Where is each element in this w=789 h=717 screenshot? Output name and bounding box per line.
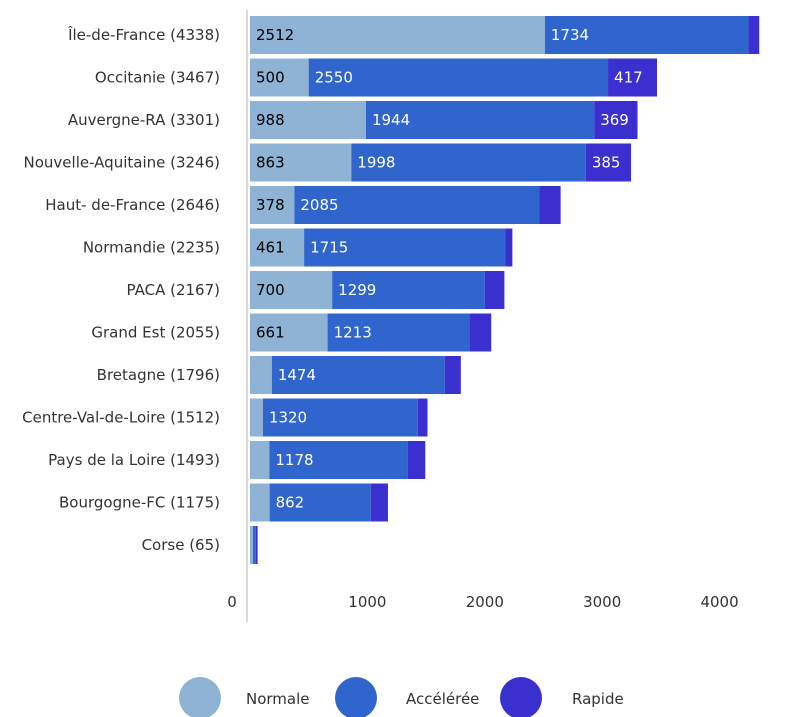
bar-normale [250, 398, 263, 437]
bar-normale [250, 271, 333, 309]
bar-acc-l-r-e [294, 186, 540, 224]
bar-rapide [608, 58, 657, 97]
bar-acc-l-r-e [304, 228, 506, 267]
category-label: PACA (2167) [127, 281, 220, 299]
category-label: Grand Est (2055) [91, 324, 220, 342]
category-label: Centre-Val-de-Loire (1512) [22, 409, 220, 427]
bar-normale [250, 228, 305, 267]
data-label-normale: 500 [256, 69, 285, 87]
category-label: Île-de-France (4338) [67, 25, 220, 44]
category-label: Bourgogne-FC (1175) [59, 494, 220, 512]
category-label: Pays de la Loire (1493) [48, 451, 220, 469]
data-label-normale: 863 [256, 154, 285, 172]
data-label-acc-l-r-e: 1320 [269, 409, 307, 427]
bar-normale [250, 101, 366, 139]
x-tick-label: 0 [227, 593, 237, 611]
bar-normale [250, 441, 270, 479]
bar-acc-l-r-e [252, 526, 256, 564]
category-label: Normandie (2235) [83, 239, 220, 257]
data-label-acc-l-r-e: 1715 [310, 239, 348, 257]
bar-normale [250, 483, 270, 522]
legend-label-acc-l-r-e: Accélérée [406, 690, 479, 708]
legend-swatch-normale [179, 677, 221, 717]
category-label: Haut- de-France (2646) [45, 196, 220, 214]
category-label: Corse (65) [142, 536, 220, 554]
legend-label-normale: Normale [246, 690, 310, 708]
bar-rapide [539, 186, 561, 224]
bar-acc-l-r-e [269, 441, 408, 479]
bar-normale [250, 58, 309, 97]
data-label-acc-l-r-e: 862 [276, 494, 305, 512]
data-label-acc-l-r-e: 2550 [315, 69, 353, 87]
data-label-rapide: 417 [614, 69, 643, 87]
bar-acc-l-r-e [544, 16, 749, 54]
bar-rapide [505, 228, 513, 267]
data-label-acc-l-r-e: 2085 [300, 196, 338, 214]
category-label: Bretagne (1796) [97, 366, 220, 384]
bar-rapide [484, 271, 505, 309]
bar-normale [250, 186, 295, 224]
data-label-normale: 661 [256, 324, 285, 342]
legend: Normale Accélérée Rapide [179, 677, 624, 717]
data-label-acc-l-r-e: 1998 [357, 154, 395, 172]
data-label-rapide: 369 [600, 111, 629, 129]
bar-rapide [585, 143, 632, 182]
bar-normale [250, 313, 328, 352]
bar-rapide [370, 483, 388, 522]
bars-group: 2512 1734 500 2550 417 988 1944 369 863 1998 385 37… [250, 16, 760, 564]
bar-acc-l-r-e [351, 143, 586, 182]
legend-swatch-rapide [500, 677, 542, 717]
category-label: Auvergne-RA (3301) [68, 111, 220, 129]
category-labels: Île-de-France (4338) Occitanie (3467) Auve… [22, 25, 220, 554]
bar-rapide [407, 441, 426, 479]
bar-rapide [444, 356, 461, 394]
legend-swatch-acc-l-r-e [335, 677, 377, 717]
legend-label-rapide: Rapide [572, 690, 624, 708]
bar-acc-l-r-e [269, 483, 371, 522]
bar-rapide [469, 313, 492, 352]
bar-rapide [255, 526, 258, 564]
bar-acc-l-r-e [365, 101, 595, 139]
category-label: Nouvelle-Aquitaine (3246) [24, 154, 220, 172]
bar-rapide [417, 398, 428, 437]
x-tick-label: 1000 [348, 593, 386, 611]
x-tick-label: 3000 [583, 593, 621, 611]
data-label-acc-l-r-e: 1474 [278, 366, 316, 384]
bar-rapide [594, 101, 638, 139]
data-label-acc-l-r-e: 1944 [372, 111, 410, 129]
bar-acc-l-r-e [327, 313, 470, 352]
bar-normale [250, 526, 253, 564]
data-label-normale: 988 [256, 111, 285, 129]
data-label-acc-l-r-e: 1213 [334, 324, 372, 342]
data-label-normale: 2512 [256, 26, 294, 44]
bar-acc-l-r-e [332, 271, 485, 309]
data-label-normale: 378 [256, 196, 285, 214]
bar-acc-l-r-e [262, 398, 418, 437]
data-label-acc-l-r-e: 1299 [338, 281, 376, 299]
data-label-normale: 461 [256, 239, 285, 257]
x-axis: 0 1000 2000 3000 4000 [227, 10, 739, 622]
data-label-normale: 700 [256, 281, 285, 299]
bar-acc-l-r-e [271, 356, 445, 394]
bar-rapide [748, 16, 760, 54]
bar-normale [250, 16, 545, 54]
data-label-acc-l-r-e: 1734 [551, 26, 589, 44]
x-tick-label: 4000 [700, 593, 738, 611]
data-label-acc-l-r-e: 1178 [275, 451, 313, 469]
category-label: Occitanie (3467) [95, 69, 220, 87]
bar-acc-l-r-e [308, 58, 609, 97]
bar-normale [250, 356, 272, 394]
x-tick-label: 2000 [466, 593, 504, 611]
data-label-rapide: 385 [592, 154, 621, 172]
bar-normale [250, 143, 352, 182]
